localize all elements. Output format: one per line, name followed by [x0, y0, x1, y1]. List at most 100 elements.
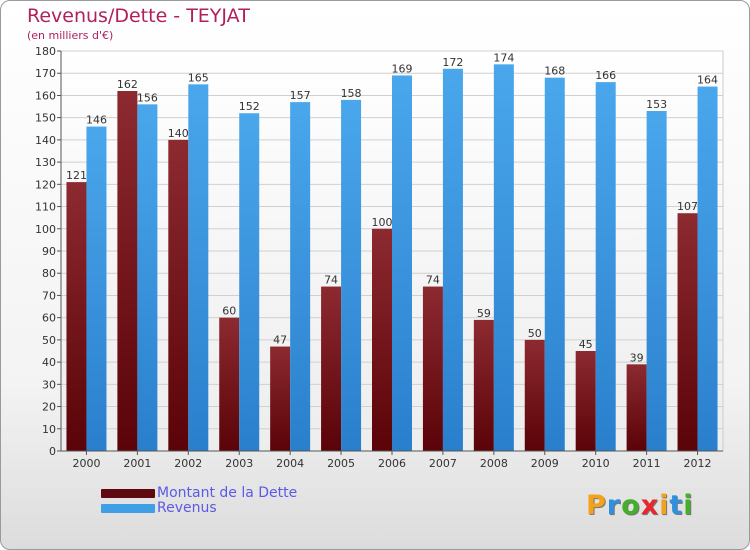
- y-tick-label: 110: [35, 201, 56, 214]
- bar-revenus: [341, 99, 362, 451]
- data-label-revenus: 165: [188, 71, 209, 84]
- logo-letter: P: [586, 490, 607, 521]
- proxiti-logo: Proxiti: [586, 490, 694, 521]
- x-tick-label: 2005: [327, 457, 355, 470]
- data-label-revenus: 158: [341, 87, 362, 100]
- x-tick-label: 2007: [429, 457, 457, 470]
- axes: 0 10 20 30 40 50 60 70 80 90 100 110 120 130 140 150 160…: [35, 45, 723, 470]
- data-label-dette: 107: [677, 200, 698, 213]
- legend-swatch-revenus: [101, 504, 155, 513]
- bar-dette: [677, 213, 698, 451]
- x-tick-label: 2003: [225, 457, 253, 470]
- legend-label-debt: Montant de la Dette: [157, 485, 298, 501]
- bar-dette: [524, 339, 545, 451]
- bar-revenus: [544, 77, 565, 452]
- bar-revenus: [188, 84, 209, 451]
- x-tick-label: 2012: [684, 457, 712, 470]
- bar-revenus: [86, 126, 107, 452]
- data-label-revenus: 146: [86, 114, 107, 127]
- bar-revenus: [697, 86, 718, 452]
- bar-dette: [372, 228, 392, 451]
- data-label-dette: 47: [273, 334, 287, 347]
- data-label-dette: 74: [426, 274, 440, 287]
- bar-revenus: [646, 111, 667, 451]
- data-label-dette: 74: [324, 274, 338, 287]
- y-tick-label: 170: [35, 67, 56, 80]
- x-tick-label: 2001: [123, 457, 151, 470]
- data-label-dette: 162: [117, 78, 138, 91]
- y-tick-label: 120: [35, 178, 56, 191]
- chart-title: Revenus/Dette - TEYJAT: [27, 5, 250, 27]
- data-label-revenus: 172: [442, 56, 463, 69]
- data-label-dette: 60: [222, 305, 236, 318]
- bar-revenus: [137, 104, 158, 451]
- y-tick-label: 180: [35, 45, 56, 58]
- x-tick-label: 2010: [582, 457, 610, 470]
- y-tick-label: 130: [35, 156, 56, 169]
- logo-letter: x: [640, 490, 660, 521]
- y-tick-label: 140: [35, 134, 56, 147]
- logo-letter: t: [669, 490, 684, 521]
- logo-letter: i: [683, 490, 694, 521]
- bar-revenus: [290, 102, 311, 451]
- data-label-revenus: 164: [697, 74, 718, 87]
- bar-dette: [422, 286, 443, 451]
- x-tick-label: 2002: [174, 457, 202, 470]
- logo-letter: o: [621, 490, 641, 521]
- bar-dette: [219, 317, 240, 451]
- bar-dette: [321, 286, 342, 451]
- legend-swatch-debt: [101, 489, 155, 498]
- data-label-revenus: 166: [595, 69, 616, 82]
- y-tick-label: 100: [35, 223, 56, 236]
- data-label-dette: 140: [168, 127, 189, 140]
- y-tick-label: 160: [35, 89, 56, 102]
- y-tick-label: 30: [42, 378, 56, 391]
- x-tick-label: 2000: [72, 457, 100, 470]
- data-label-revenus: 169: [392, 62, 413, 75]
- y-tick-label: 80: [42, 267, 56, 280]
- bar-dette: [626, 364, 647, 451]
- y-tick-label: 0: [49, 445, 56, 458]
- logo-letter: i: [659, 490, 670, 521]
- data-label-dette: 50: [528, 327, 542, 340]
- x-tick-label: 2009: [531, 457, 559, 470]
- data-label-revenus: 157: [290, 89, 311, 102]
- x-tick-label: 2006: [378, 457, 406, 470]
- bar-dette: [575, 351, 596, 451]
- y-tick-label: 150: [35, 112, 56, 125]
- bar-dette: [66, 182, 87, 451]
- x-tick-label: 2011: [633, 457, 661, 470]
- x-tick-label: 2008: [480, 457, 508, 470]
- data-label-dette: 100: [372, 216, 393, 229]
- data-label-revenus: 156: [137, 91, 158, 104]
- y-tick-label: 70: [42, 289, 56, 302]
- data-label-revenus: 152: [239, 100, 260, 113]
- legend-label-revenus: Revenus: [157, 500, 217, 516]
- x-tick-label: 2004: [276, 457, 304, 470]
- y-tick-label: 90: [42, 245, 56, 258]
- y-tick-label: 60: [42, 312, 56, 325]
- y-tick-label: 20: [42, 401, 56, 414]
- logo-letter: r: [606, 490, 622, 521]
- bar-dette: [270, 346, 291, 451]
- y-tick-label: 40: [42, 356, 56, 369]
- data-label-revenus: 174: [493, 51, 514, 64]
- data-label-dette: 121: [66, 169, 87, 182]
- bar-revenus: [595, 82, 616, 451]
- bar-revenus: [239, 113, 260, 451]
- bar-revenus: [442, 68, 463, 452]
- y-tick-label: 50: [42, 334, 56, 347]
- data-label-revenus: 153: [646, 98, 667, 111]
- data-label-dette: 45: [579, 338, 593, 351]
- data-label-dette: 59: [477, 307, 491, 320]
- data-label-dette: 39: [630, 351, 644, 364]
- bar-revenus: [493, 64, 514, 452]
- chart-subtitle: (en milliers d'€): [27, 29, 114, 42]
- y-tick-label: 10: [42, 423, 56, 436]
- data-label-revenus: 168: [544, 65, 565, 78]
- bar-dette: [117, 91, 138, 451]
- bar-revenus: [392, 75, 412, 451]
